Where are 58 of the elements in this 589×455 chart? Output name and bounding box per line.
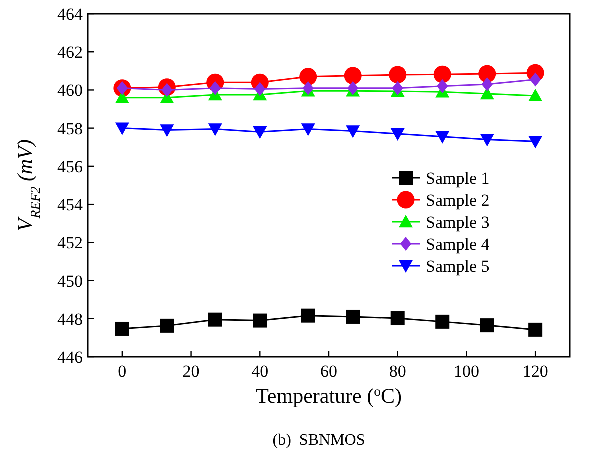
point <box>253 126 268 140</box>
legend-label: Sample 2 <box>426 191 490 210</box>
point <box>389 66 407 84</box>
x-tick-label: 80 <box>389 362 406 381</box>
x-tick-label: 40 <box>252 362 269 381</box>
point <box>528 88 543 102</box>
point <box>528 136 543 149</box>
x-tick-label: 0 <box>118 362 127 381</box>
legend-label: Sample 4 <box>426 235 490 254</box>
point <box>346 126 360 138</box>
x-tick-label: 100 <box>454 362 480 381</box>
y-tick-label: 462 <box>58 43 83 62</box>
point <box>253 314 268 328</box>
point <box>162 83 173 98</box>
point <box>160 124 174 138</box>
point <box>392 81 404 96</box>
point <box>301 308 316 323</box>
point <box>208 312 222 327</box>
y-tick-label: 458 <box>58 119 83 138</box>
x-tick-label: 60 <box>320 362 338 381</box>
point <box>528 322 543 337</box>
point <box>478 65 496 83</box>
point <box>254 82 266 96</box>
legend-label: Sample 3 <box>426 213 490 232</box>
y-tick-label: 460 <box>58 81 83 100</box>
point <box>436 131 450 144</box>
point <box>436 314 450 329</box>
point <box>115 122 130 136</box>
y-tick-label: 450 <box>58 272 83 291</box>
point <box>480 134 494 147</box>
point <box>301 124 316 136</box>
point <box>390 312 405 326</box>
y-tick-label: 464 <box>58 5 84 24</box>
point <box>344 67 362 85</box>
legend-label: Sample 1 <box>426 169 490 188</box>
x-tick-label: 120 <box>522 362 548 381</box>
legend-label: Sample 5 <box>426 257 490 276</box>
y-tick-label: 452 <box>58 234 83 253</box>
point <box>208 124 222 136</box>
point <box>390 128 405 142</box>
point <box>480 318 494 333</box>
point <box>160 318 174 333</box>
point <box>482 78 493 92</box>
y-tick-label: 448 <box>58 310 83 329</box>
text: (b) SBNMOS <box>272 432 366 449</box>
point <box>302 81 314 96</box>
point <box>437 79 448 94</box>
point <box>530 72 542 87</box>
x-tick-label: 20 <box>182 362 200 381</box>
y-tick-label: 454 <box>58 196 84 215</box>
point <box>434 66 452 84</box>
point <box>348 81 359 96</box>
point <box>115 322 130 336</box>
x-axis-title: Temperature ($^{o}$C) <box>256 384 402 408</box>
point <box>346 310 360 324</box>
point <box>300 68 318 86</box>
y-tick-label: 446 <box>58 348 83 367</box>
y-tick-label: 456 <box>58 157 83 176</box>
